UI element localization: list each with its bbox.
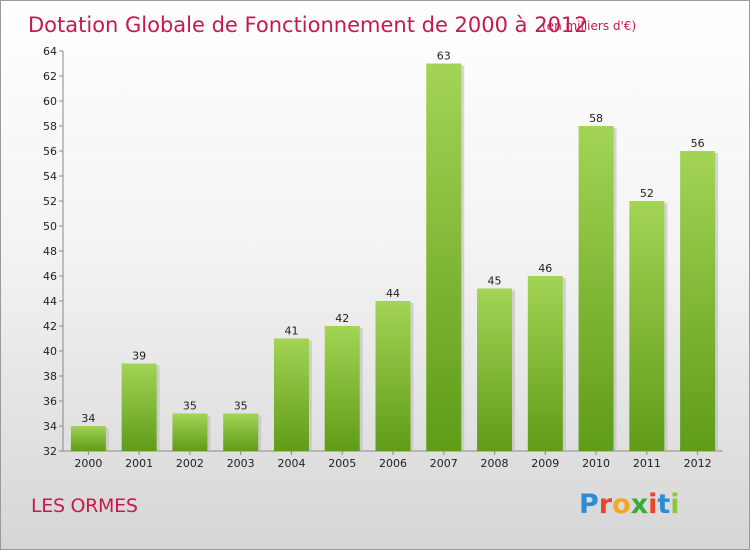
y-tick-label: 44 [43,295,57,308]
logo-letter: P [579,489,599,520]
y-tick-label: 32 [43,445,57,458]
bar-value-label: 35 [234,400,248,413]
bar-value-label: 56 [691,137,705,150]
bar-value-label: 34 [81,412,95,425]
x-tick-label: 2003 [227,457,255,470]
bars: 34 39 35 35 41 42 44 63 45 46 58 52 56 [70,50,719,451]
bar [324,326,360,451]
logo-letter: x [630,489,649,520]
bar [273,338,309,451]
x-tick-label: 2002 [176,457,204,470]
x-tick-label: 2005 [328,457,356,470]
bar-value-label: 52 [640,187,654,200]
bar-value-label: 41 [284,325,298,338]
logo-letter: i [670,489,680,520]
bar-value-label: 63 [437,50,451,63]
y-tick-label: 58 [43,120,57,133]
bar [70,426,106,451]
commune-name: LES ORMES [31,495,138,517]
x-tick-label: 2000 [74,457,102,470]
y-tick-label: 56 [43,145,57,158]
x-tick-label: 2007 [430,457,458,470]
x-tick-label: 2009 [531,457,559,470]
y-tick-label: 62 [43,70,57,83]
bar [680,151,716,451]
bar [426,63,462,451]
x-tick-label: 2001 [125,457,153,470]
bar [629,201,665,451]
logo-letter: r [598,489,613,520]
y-tick-label: 54 [43,170,57,183]
y-tick-label: 46 [43,270,57,283]
bar [223,413,259,451]
y-tick-label: 50 [43,220,57,233]
x-tick-label: 2004 [277,457,305,470]
logo-letter: i [648,489,658,520]
y-tick-label: 38 [43,370,57,383]
bar-value-label: 35 [183,400,197,413]
bar-value-label: 46 [538,262,552,275]
y-tick-label: 64 [43,45,57,58]
logo-letter: o [612,489,631,520]
y-tick-label: 34 [43,420,57,433]
bar-value-label: 44 [386,287,400,300]
axes: 32 34 36 38 40 42 44 46 48 50 52 54 56 58 60 62 64 2000 20… [43,45,723,470]
bar-value-label: 39 [132,350,146,363]
x-tick-label: 2010 [582,457,610,470]
bar [527,276,563,451]
bar-value-label: 42 [335,312,349,325]
y-tick-label: 60 [43,95,57,108]
x-tick-label: 2011 [633,457,661,470]
y-tick-label: 40 [43,345,57,358]
bar-value-label: 58 [589,112,603,125]
bar [375,301,411,451]
x-tick-label: 2012 [684,457,712,470]
x-tick-label: 2008 [481,457,509,470]
y-tick-label: 48 [43,245,57,258]
bar [477,288,513,451]
bar [172,413,208,451]
x-tick-label: 2006 [379,457,407,470]
y-tick-label: 36 [43,395,57,408]
y-tick-label: 42 [43,320,57,333]
bar [578,126,614,451]
bar-value-label: 45 [488,275,502,288]
y-tick-label: 52 [43,195,57,208]
logo-letter: t [657,489,671,520]
chart-subtitle: (en milliers d'€) [542,19,636,33]
chart-title: Dotation Globale de Fonctionnement de 20… [28,13,588,37]
proxiti-logo: Proxiti [579,489,680,520]
bar [121,363,157,451]
